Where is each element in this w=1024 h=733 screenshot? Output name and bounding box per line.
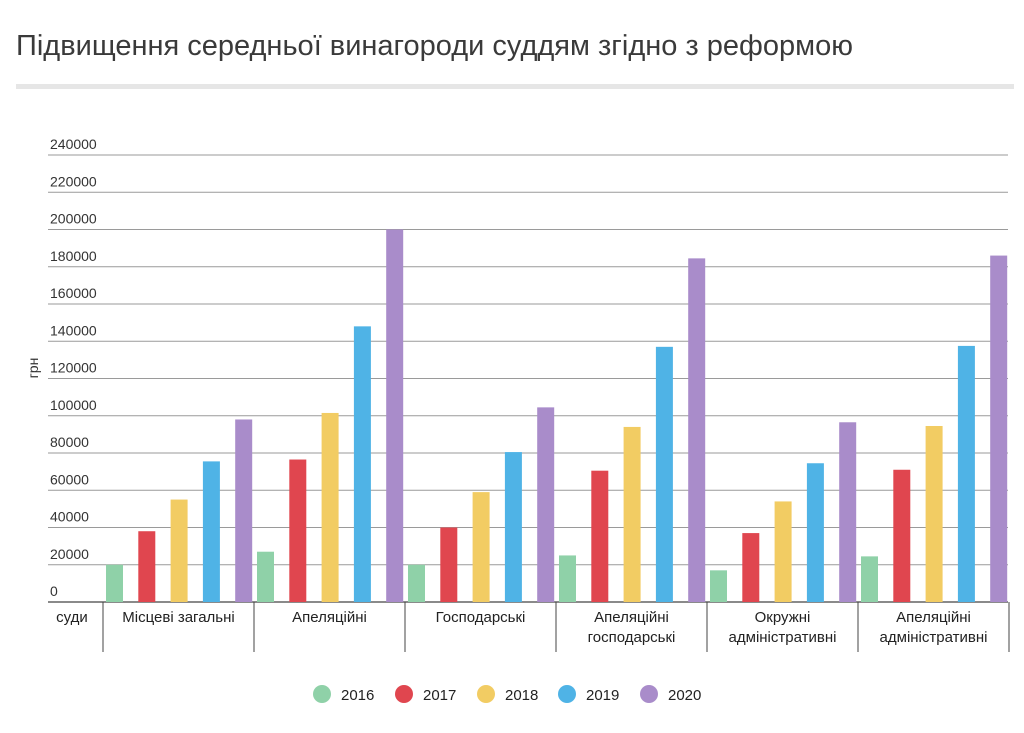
x-category-label: Окружні (755, 609, 811, 626)
y-tick-label: 40000 (50, 509, 89, 525)
y-tick-label: 60000 (50, 471, 89, 487)
legend-label: 2019 (586, 687, 619, 704)
legend-label: 2018 (505, 687, 538, 704)
y-axis-label: грн (25, 358, 41, 379)
y-tick-label: 240000 (50, 136, 97, 152)
bar-2017 (289, 459, 307, 602)
bar-2016 (559, 555, 576, 602)
bar-2019 (957, 345, 975, 602)
bar-2018 (321, 412, 339, 602)
bar-2020 (839, 422, 857, 602)
x-category-label: Господарські (436, 609, 526, 626)
bar-2017 (138, 531, 156, 602)
legend-swatch-2016 (313, 685, 331, 703)
legend-swatch-2018 (477, 685, 495, 703)
x-category-label: господарські (588, 629, 676, 646)
bar-2018 (623, 426, 641, 602)
bar-2019 (655, 346, 673, 602)
y-tick-label: 80000 (50, 434, 89, 450)
bar-2020 (990, 255, 1008, 602)
y-tick-label: 220000 (50, 173, 97, 189)
legend-label: 2016 (341, 687, 374, 704)
x-axis-header: суди (56, 609, 88, 626)
title-divider (16, 84, 1014, 89)
bar-2017 (893, 469, 911, 602)
y-tick-labels: 0 20000 40000 60000 80000 100000 120000 140000 1… (50, 136, 97, 599)
bar-2020 (537, 407, 555, 602)
bar-2019 (806, 463, 824, 602)
y-tick-label: 140000 (50, 322, 97, 338)
x-category-label: Місцеві загальні (122, 609, 234, 626)
legend: 2016 2017 2018 2019 2020 (313, 685, 701, 704)
legend-label: 2020 (668, 687, 701, 704)
bar-2016 (710, 570, 727, 602)
x-axis: суди Місцеві загальні Апеляційні Господарсь… (56, 602, 1010, 652)
legend-swatch-2019 (558, 685, 576, 703)
y-tick-label: 180000 (50, 248, 97, 264)
bar-2018 (925, 425, 943, 602)
x-category-label: Апеляційні (594, 609, 669, 626)
y-tick-label: 120000 (50, 360, 97, 376)
y-tick-label: 160000 (50, 285, 97, 301)
bar-2019 (504, 452, 522, 602)
bar-2018 (472, 492, 490, 602)
x-category-label: Апеляційні (896, 609, 971, 626)
x-category-label: адміністративні (729, 629, 837, 646)
legend-swatch-2020 (640, 685, 658, 703)
bar-2017 (440, 527, 458, 602)
legend-label: 2017 (423, 687, 456, 704)
bar-2019 (353, 326, 371, 602)
bars (106, 229, 1008, 602)
bar-2018 (170, 499, 188, 602)
bar-2020 (235, 419, 253, 602)
bar-2016 (106, 564, 123, 602)
y-tick-label: 20000 (50, 546, 89, 562)
bar-2017 (742, 533, 760, 602)
bar-2020 (386, 229, 404, 602)
bar-2016 (408, 564, 425, 602)
bar-2017 (591, 470, 609, 602)
gridlines (48, 154, 1008, 603)
x-category-label: адміністративні (880, 629, 988, 646)
y-tick-label: 100000 (50, 397, 97, 413)
bar-2020 (688, 258, 706, 602)
bar-2019 (202, 461, 220, 602)
bar-2016 (861, 556, 878, 602)
y-tick-label: 200000 (50, 211, 97, 227)
chart-title: Підвищення середньої винагороди суддям з… (16, 30, 853, 62)
y-tick-label: 0 (50, 583, 58, 599)
x-category-label: Апеляційні (292, 609, 367, 626)
bar-2016 (257, 551, 274, 602)
bar-2018 (774, 501, 792, 602)
legend-swatch-2017 (395, 685, 413, 703)
